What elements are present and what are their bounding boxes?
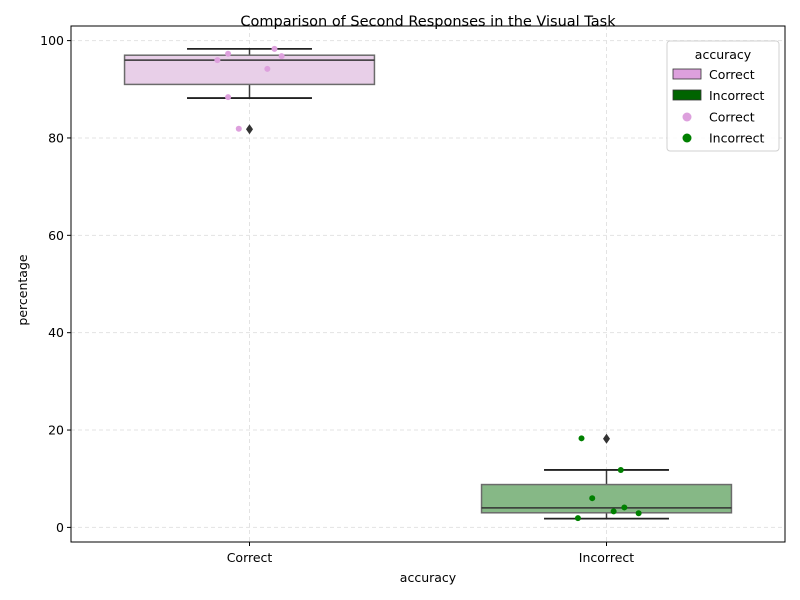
y-tick-label: 80 — [48, 130, 64, 145]
legend-box-swatch — [672, 89, 702, 101]
legend-box-label: Correct — [709, 67, 755, 82]
points-layer — [214, 45, 642, 522]
x-axis: Correct Incorrect — [227, 542, 634, 565]
data-point — [271, 45, 278, 52]
x-tick-label: Correct — [227, 550, 273, 565]
legend-frame — [666, 40, 780, 152]
boxes-layer — [123, 47, 733, 520]
y-tick-label: 60 — [48, 228, 64, 243]
legend-point-label: Incorrect — [709, 131, 764, 146]
data-point — [574, 515, 581, 522]
y-tick-label: 100 — [40, 33, 64, 48]
data-point — [264, 65, 271, 72]
data-point — [617, 466, 624, 473]
data-point — [225, 50, 232, 57]
data-point — [621, 504, 628, 511]
outlier-marker — [246, 124, 253, 135]
data-point — [214, 57, 221, 64]
legend-point-label: Correct — [709, 110, 755, 125]
legend-title: accuracy — [695, 47, 752, 62]
legend-point-swatch — [682, 133, 692, 143]
data-point — [225, 94, 232, 101]
y-tick-label: 40 — [48, 325, 64, 340]
legend-point-swatch — [682, 112, 692, 122]
y-tick-label: 0 — [56, 520, 64, 535]
data-point — [610, 508, 617, 515]
data-point — [589, 495, 596, 502]
outlier-marker — [603, 433, 610, 444]
plot-frame — [70, 25, 786, 543]
x-tick-label: Incorrect — [579, 550, 634, 565]
y-axis-label: percentage — [15, 254, 30, 325]
data-point — [235, 125, 242, 132]
x-axis-label: accuracy — [400, 570, 457, 585]
y-axis: 0 20 40 60 80 100 — [40, 33, 71, 535]
legend-box-swatch — [672, 68, 702, 80]
grid-lines — [71, 26, 785, 542]
y-tick-label: 20 — [48, 423, 64, 438]
chart-title: Comparison of Second Responses in the Vi… — [240, 14, 616, 30]
legend: accuracy Correct Incorrect Correct Incorrect — [666, 40, 780, 152]
data-point — [635, 510, 642, 517]
data-point — [578, 435, 585, 442]
data-point — [278, 53, 285, 60]
legend-box-label: Incorrect — [709, 88, 764, 103]
